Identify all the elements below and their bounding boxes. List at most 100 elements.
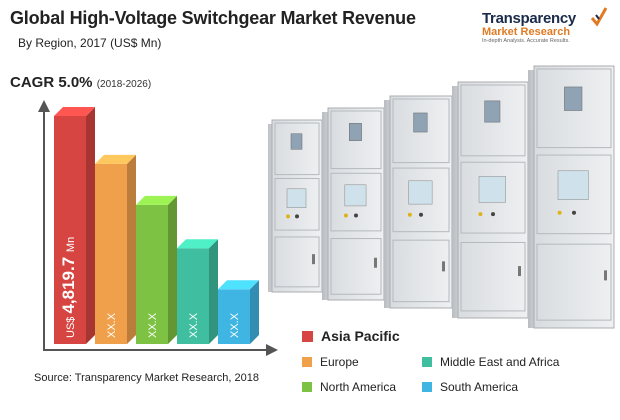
bar-top	[95, 154, 136, 164]
bar-front	[54, 116, 86, 344]
x-axis-arrow	[266, 344, 278, 356]
cabinet-indicator	[407, 212, 412, 217]
cabinet-handle	[604, 270, 607, 281]
cagr-label: CAGR 5.0% (2018-2026)	[10, 74, 151, 91]
cagr-value: CAGR 5.0%	[10, 74, 93, 91]
cabinet-side	[452, 86, 460, 318]
bar-front	[177, 248, 209, 344]
bar-top	[136, 195, 177, 205]
legend-label: South America	[440, 380, 519, 394]
chart-subtitle: By Region, 2017 (US$ Mn)	[18, 36, 162, 50]
bar-asia-pacific	[54, 107, 95, 344]
legend-swatch	[422, 357, 432, 367]
cabinet-switch	[572, 210, 576, 215]
cabinet-indicator	[557, 210, 562, 215]
cabinet-display	[484, 100, 501, 123]
legend-item-middle-east-africa: Middle East and Africa	[422, 355, 559, 369]
legend-swatch	[302, 357, 312, 367]
y-axis-arrow	[38, 100, 50, 112]
legend-label: Middle East and Africa	[440, 355, 560, 369]
cabinet-bottom-door	[330, 238, 382, 295]
bar-south-america	[218, 280, 259, 344]
bar-middle-east-and-africa	[177, 239, 218, 344]
cabinet-mid-door	[330, 172, 382, 232]
bar-data-label: XX.X	[188, 312, 200, 338]
chart-title: Global High-Voltage Switchgear Market Re…	[10, 8, 416, 28]
bar-europe	[95, 154, 136, 344]
bar-side	[127, 154, 136, 344]
cabinet-top-door	[274, 122, 320, 176]
cabinet-window	[557, 170, 589, 200]
bar-side	[86, 107, 95, 344]
cabinet-switch	[491, 212, 495, 217]
cabinet-top-door	[392, 98, 450, 164]
cabinet-mid-door	[392, 167, 450, 233]
cabinet-side	[268, 124, 274, 292]
source-note: Source: Transparency Market Research, 20…	[34, 372, 260, 384]
bar-data-label: XX.X	[147, 312, 159, 338]
chart-legend: Asia Pacific Europe Middle East and Afri…	[302, 322, 612, 402]
chart-axes	[43, 110, 268, 351]
bar-front	[218, 289, 250, 344]
cabinet-handle	[518, 266, 521, 277]
cabinet-side	[322, 112, 330, 300]
bar-side	[209, 239, 218, 344]
cabinet-side	[384, 100, 392, 308]
bar-side	[168, 195, 177, 344]
company-logo: Transparency Market Research In-depth An…	[482, 7, 610, 44]
cabinet-side	[528, 70, 536, 328]
cabinet-bottom-door	[460, 241, 526, 312]
cabinet-handle	[442, 261, 445, 272]
cabinet-mid-door	[460, 161, 526, 234]
cabinet-mid-door	[274, 177, 320, 231]
bar-top	[54, 107, 95, 116]
cabinet-display	[564, 86, 583, 111]
cagr-range: (2018-2026)	[96, 79, 152, 90]
legend-swatch	[422, 382, 432, 392]
cabinet-display	[349, 123, 362, 141]
switchgear-cabinets-image	[268, 65, 615, 329]
legend-item-south-america: South America	[422, 380, 518, 394]
legend-item-north-america: North America	[302, 380, 396, 394]
cabinet-window	[408, 180, 433, 205]
cabinet-top-door	[460, 84, 526, 157]
cabinet-window	[478, 176, 506, 203]
bar-data-label: XX.X	[106, 312, 118, 338]
bar-north-america	[136, 195, 177, 344]
cabinet-bottom-door	[536, 243, 612, 321]
cabinet-switch	[295, 214, 299, 219]
legend-item-asia-pacific: Asia Pacific	[302, 328, 400, 344]
bar-top	[177, 239, 218, 249]
cabinet-bottom-door	[392, 239, 450, 303]
cabinet-indicator	[478, 212, 483, 217]
legend-swatch	[302, 330, 313, 342]
bar-side	[250, 280, 259, 344]
cabinet-display	[413, 112, 428, 133]
cabinet-switch	[354, 213, 358, 218]
cabinet-indicator	[343, 213, 348, 218]
cabinet-bottom-door	[274, 236, 320, 288]
bar-front	[95, 163, 127, 344]
cabinet-mid-door	[536, 154, 612, 235]
bar-data-label: US$ 4,819.7 Mn	[59, 237, 78, 338]
legend-label: Asia Pacific	[321, 328, 400, 344]
cabinet-window	[344, 184, 367, 207]
bar-front	[136, 204, 168, 344]
cabinet-top-door	[536, 68, 612, 149]
cabinet-handle	[312, 254, 315, 265]
logo-tagline: In-depth Analysis. Accurate Results.	[482, 38, 570, 44]
cabinet-display	[290, 133, 303, 150]
cabinet-indicator	[286, 214, 290, 219]
checkmark-icon	[590, 7, 608, 27]
bar-data-label: XX.X	[229, 312, 241, 338]
logo-subtitle: Market Research	[482, 26, 571, 38]
cabinet-window	[286, 188, 307, 208]
bar-top	[218, 280, 259, 290]
cabinet-handle	[374, 257, 377, 268]
cabinet-switch	[419, 212, 423, 217]
legend-item-europe: Europe	[302, 355, 359, 369]
logo-brand: Transparency	[482, 10, 576, 27]
legend-label: North America	[320, 380, 397, 394]
legend-swatch	[302, 382, 312, 392]
